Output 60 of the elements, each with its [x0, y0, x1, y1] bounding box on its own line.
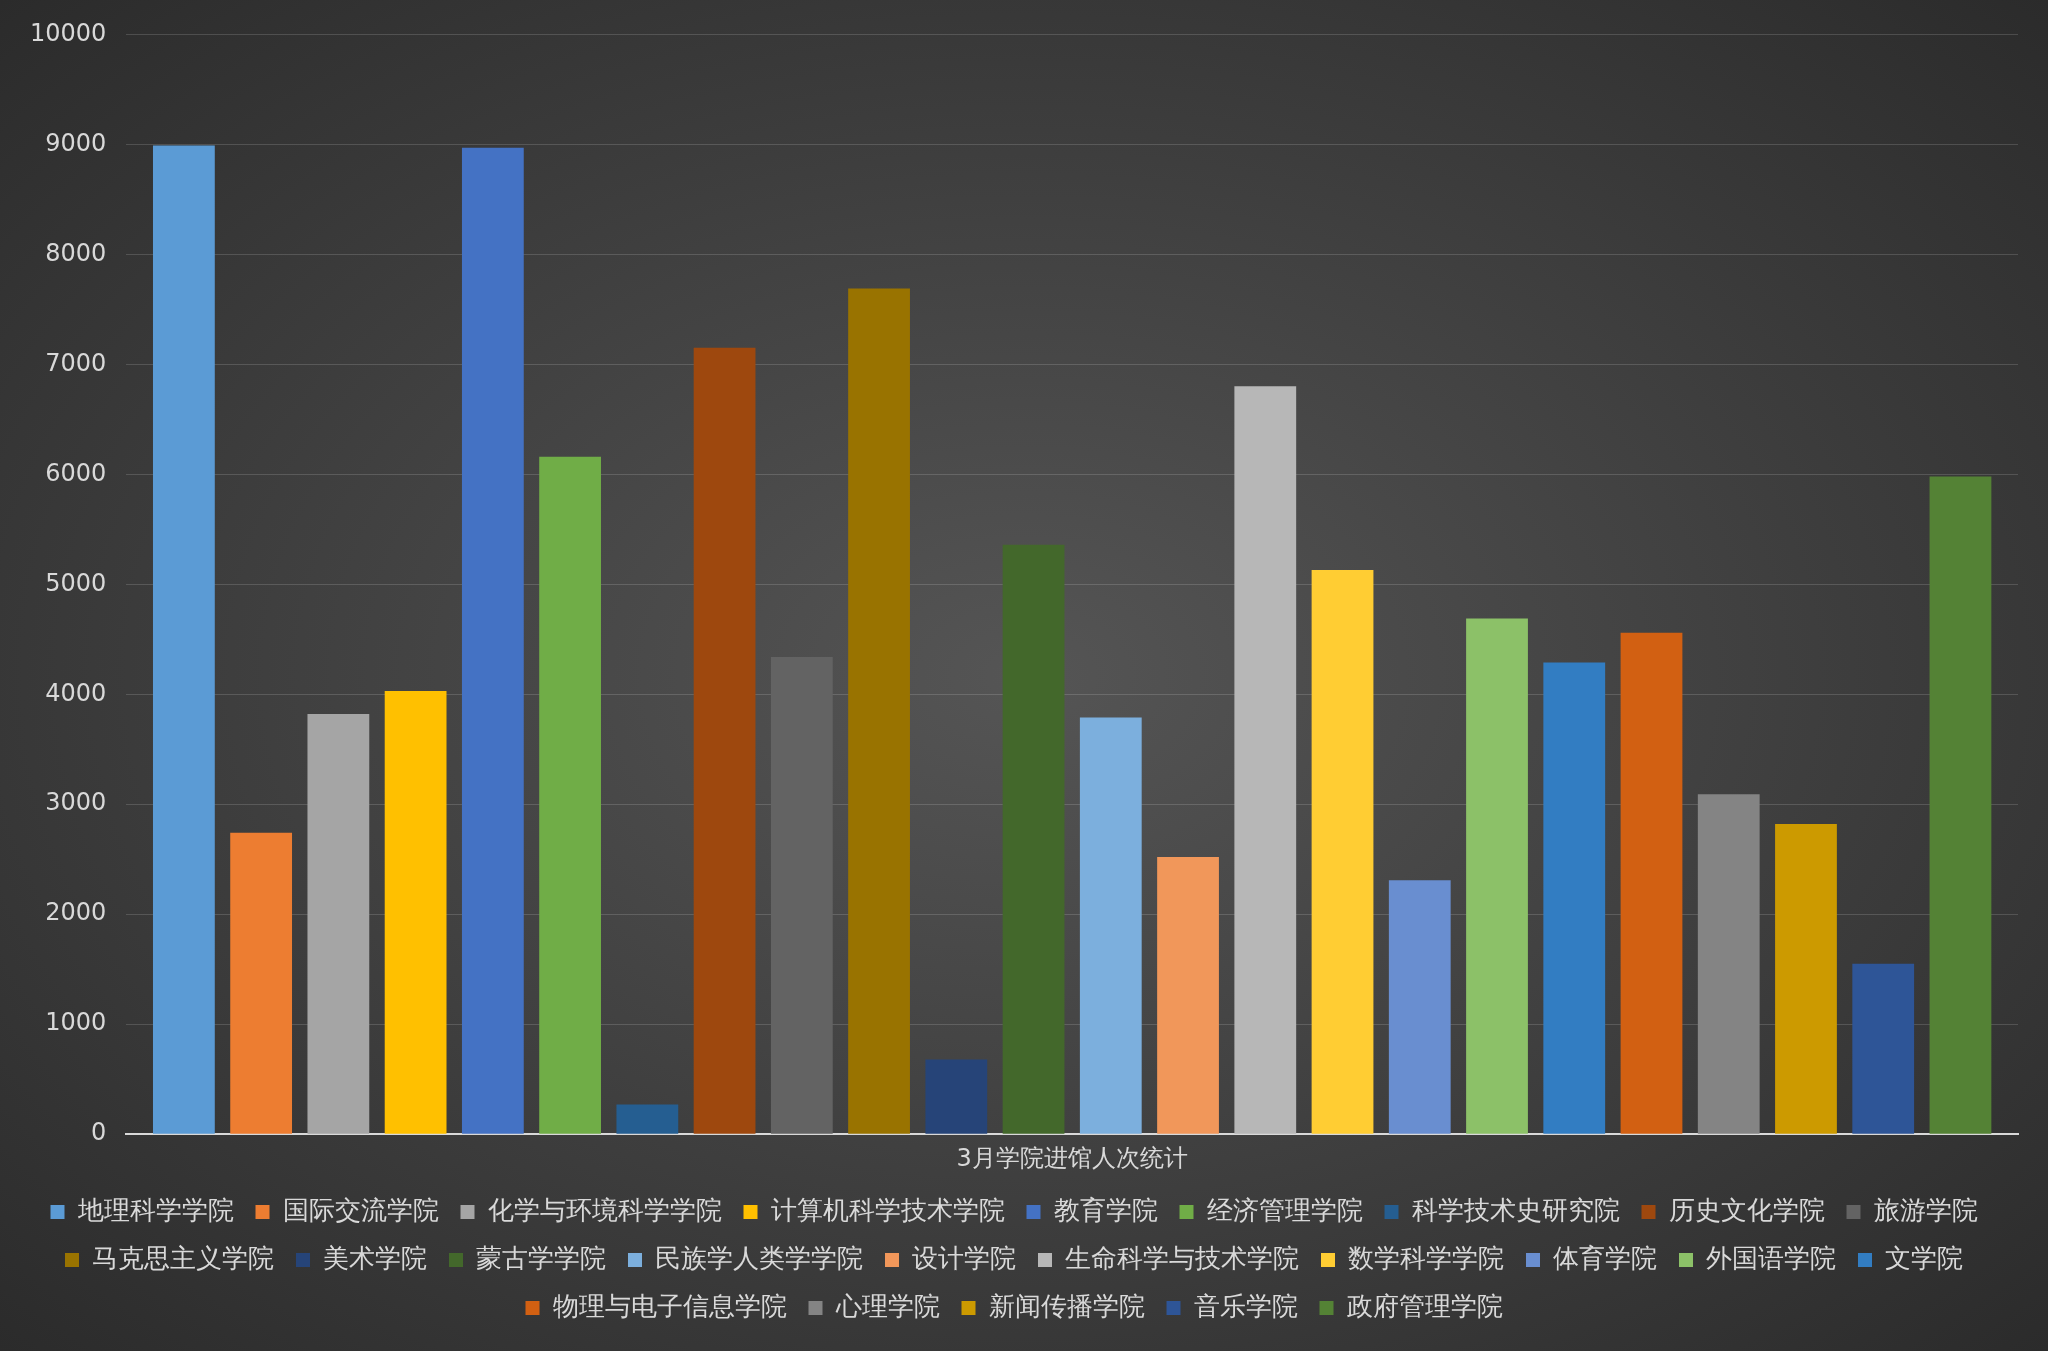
legend-label: 数学科学学院: [1348, 1242, 1504, 1273]
x-tick-label: 3月学院进馆人次统计: [956, 1143, 1188, 1172]
bar: [1697, 794, 1760, 1134]
bar: [1002, 544, 1065, 1134]
legend-label: 文学院: [1885, 1242, 1963, 1273]
legend-label: 教育学院: [1053, 1194, 1158, 1225]
bar: [770, 656, 833, 1134]
bar: [1157, 857, 1219, 1134]
y-tick-label: 3000: [45, 788, 107, 817]
legend-label: 外国语学院: [1706, 1242, 1836, 1273]
legend-label: 蒙古学学院: [476, 1242, 606, 1273]
legend-label: 马克思主义学院: [92, 1242, 274, 1273]
y-tick-label: 10000: [29, 18, 107, 47]
bar: [1234, 386, 1297, 1134]
y-tick-label: 8000: [45, 238, 107, 267]
legend-label: 音乐学院: [1193, 1290, 1298, 1321]
bar: [925, 1059, 988, 1134]
bar: [539, 456, 601, 1134]
y-tick-label: 0: [91, 1118, 107, 1147]
legend-label: 体育学院: [1553, 1242, 1657, 1273]
legend-label: 化学与环境科学学院: [487, 1194, 722, 1225]
legend-label: 民族学人类学学院: [655, 1242, 863, 1273]
bar: [1620, 632, 1683, 1134]
legend-label: 经济管理学院: [1206, 1194, 1363, 1225]
y-tick-label: 2000: [45, 898, 107, 927]
y-tick-label: 9000: [45, 128, 107, 157]
legend-label: 政府管理学院: [1346, 1290, 1503, 1321]
bar: [1543, 662, 1606, 1134]
bar: [230, 832, 293, 1134]
bar: [1929, 476, 1992, 1134]
legend-label: 新闻传播学院: [988, 1290, 1145, 1321]
legend-label: 旅游学院: [1873, 1194, 1978, 1225]
bar: [1466, 618, 1528, 1134]
y-tick-label: 5000: [45, 568, 107, 597]
legend-label: 计算机科学技术学院: [770, 1194, 1005, 1225]
bar: [1775, 824, 1837, 1134]
legend-label: 设计学院: [912, 1242, 1016, 1273]
legend-label: 生命科学与技术学院: [1065, 1242, 1299, 1273]
bar: [1311, 570, 1374, 1134]
bar: [616, 1104, 679, 1134]
bar: [1388, 880, 1451, 1134]
y-tick-label: 6000: [45, 458, 107, 487]
legend-label: 历史文化学院: [1668, 1194, 1825, 1225]
y-tick-label: 7000: [45, 348, 107, 377]
bar: [1852, 963, 1915, 1134]
bar: [461, 147, 524, 1134]
legend-label: 心理学院: [834, 1290, 940, 1321]
legend-label: 物理与电子信息学院: [552, 1290, 787, 1321]
legend-label: 国际交流学院: [282, 1194, 439, 1225]
bar: [848, 288, 910, 1134]
bar: [1079, 717, 1142, 1134]
legend-label: 地理科学学院: [76, 1194, 234, 1225]
legend-label: 科学技术史研究院: [1411, 1194, 1620, 1225]
y-tick-label: 4000: [45, 678, 107, 707]
bar: [693, 347, 756, 1134]
y-tick-label: 1000: [45, 1008, 107, 1037]
bar: [307, 714, 370, 1134]
bar: [152, 145, 215, 1134]
legend-label: 美术学院: [323, 1242, 427, 1273]
bar: [384, 690, 447, 1134]
